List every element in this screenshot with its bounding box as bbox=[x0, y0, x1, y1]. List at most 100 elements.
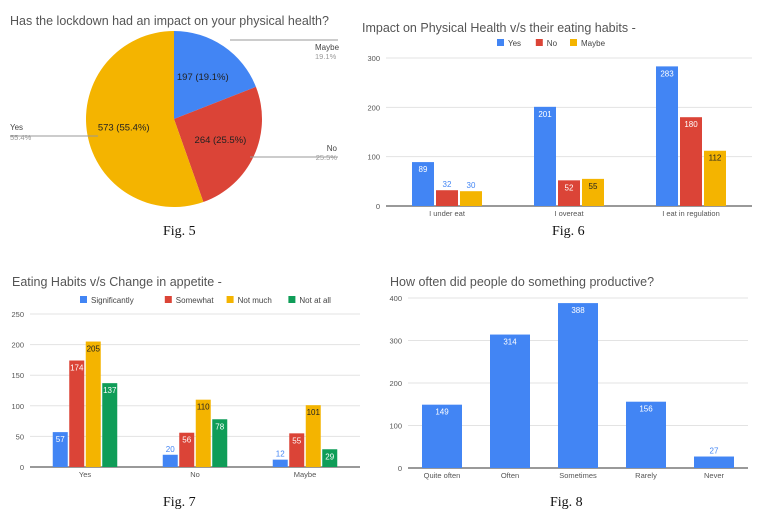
fig7-bar-chart: Eating Habits v/s Change in appetite - 0… bbox=[11, 275, 360, 479]
bar-data-label: 110 bbox=[197, 403, 210, 412]
bar bbox=[558, 303, 598, 468]
legend-label: No bbox=[547, 39, 558, 48]
bar-data-label: 314 bbox=[503, 338, 517, 347]
pie-slice-maybe bbox=[174, 31, 256, 119]
bar bbox=[289, 433, 305, 467]
pie-outer-label: No bbox=[327, 144, 338, 153]
pie-outer-label: Maybe bbox=[315, 43, 340, 52]
bar-data-label: 201 bbox=[538, 110, 552, 119]
y-tick-label: 100 bbox=[367, 153, 380, 162]
pie-title: Has the lockdown had an impact on your p… bbox=[10, 14, 329, 28]
pie-outer-percent: 25.5% bbox=[316, 153, 338, 162]
bar-data-label: 57 bbox=[56, 435, 65, 444]
fig5-panel: Has the lockdown had an impact on your p… bbox=[0, 0, 372, 222]
legend-label: Not at all bbox=[299, 296, 331, 305]
y-tick-label: 100 bbox=[389, 422, 402, 431]
x-tick-label: Never bbox=[704, 471, 725, 480]
bar bbox=[179, 432, 195, 467]
bar-data-label: 388 bbox=[571, 306, 585, 315]
pie-slice-value-label: 573 (55.4%) bbox=[98, 123, 150, 134]
y-tick-label: 250 bbox=[11, 310, 24, 319]
bar-data-label: 55 bbox=[589, 182, 598, 191]
legend-label: Somewhat bbox=[176, 296, 215, 305]
bar-data-label: 12 bbox=[276, 450, 285, 459]
legend-swatch bbox=[535, 39, 543, 46]
bar bbox=[195, 399, 211, 467]
bar bbox=[582, 178, 604, 206]
legend-swatch bbox=[164, 296, 172, 303]
x-tick-label: I under eat bbox=[429, 209, 466, 218]
bar-data-label: 101 bbox=[307, 408, 321, 417]
fig8-bar-chart: How often did people do something produc… bbox=[389, 275, 748, 480]
x-tick-label: Rarely bbox=[635, 471, 657, 480]
y-tick-label: 0 bbox=[20, 463, 24, 472]
bar-data-label: 137 bbox=[103, 386, 117, 395]
x-tick-label: Maybe bbox=[294, 470, 317, 479]
x-tick-label: Sometimes bbox=[559, 471, 597, 480]
bar-data-label: 55 bbox=[292, 436, 301, 445]
fig6-title: Impact on Physical Health v/s their eati… bbox=[362, 21, 636, 35]
pie-outer-label: Yes bbox=[10, 123, 23, 132]
bar bbox=[272, 459, 288, 467]
pie-chart: Has the lockdown had an impact on your p… bbox=[10, 14, 340, 208]
fig5-caption: Fig. 5 bbox=[163, 224, 196, 239]
bar bbox=[412, 162, 434, 206]
bar bbox=[52, 432, 68, 467]
bar-data-label: 149 bbox=[435, 408, 449, 417]
bar bbox=[656, 66, 678, 207]
y-tick-label: 300 bbox=[367, 54, 380, 63]
bar bbox=[212, 419, 228, 467]
bar bbox=[704, 150, 726, 206]
x-tick-label: Quite often bbox=[424, 471, 461, 480]
fig6-bar-chart: Impact on Physical Health v/s their eati… bbox=[362, 21, 752, 218]
fig7-title: Eating Habits v/s Change in appetite - bbox=[12, 275, 222, 289]
bar bbox=[558, 180, 580, 206]
bar bbox=[490, 334, 530, 468]
fig7-panel: Eating Habits v/s Change in appetite - 0… bbox=[0, 262, 372, 494]
fig6-caption: Fig. 6 bbox=[552, 224, 585, 239]
legend-swatch bbox=[570, 39, 577, 46]
fig8-panel: How often did people do something produc… bbox=[380, 262, 757, 494]
bar-data-label: 89 bbox=[419, 165, 428, 174]
legend-label: Significantly bbox=[91, 296, 134, 305]
y-tick-label: 200 bbox=[11, 341, 24, 350]
y-tick-label: 300 bbox=[389, 337, 402, 346]
bar bbox=[162, 454, 178, 467]
bar bbox=[322, 449, 338, 467]
y-tick-label: 100 bbox=[11, 402, 24, 411]
bar-data-label: 56 bbox=[182, 436, 191, 445]
bar-data-label: 112 bbox=[709, 154, 722, 163]
pie-outer-percent: 55.4% bbox=[10, 133, 32, 142]
x-tick-label: Often bbox=[501, 471, 519, 480]
fig8-title: How often did people do something produc… bbox=[390, 275, 654, 289]
x-tick-label: I eat in regulation bbox=[662, 209, 720, 218]
bar-data-label: 174 bbox=[70, 364, 84, 373]
bar bbox=[436, 190, 458, 206]
y-tick-label: 50 bbox=[16, 432, 24, 441]
bar bbox=[626, 401, 666, 468]
y-tick-label: 400 bbox=[389, 294, 402, 303]
x-tick-label: I overeat bbox=[554, 209, 584, 218]
bar bbox=[422, 404, 462, 468]
bar-data-label: 20 bbox=[166, 445, 175, 454]
legend-label: Yes bbox=[508, 39, 521, 48]
pie-outer-percent: 19.1% bbox=[315, 52, 337, 61]
bar-data-label: 29 bbox=[325, 452, 334, 461]
legend-swatch bbox=[497, 39, 504, 46]
bar-data-label: 32 bbox=[443, 180, 452, 189]
bar-data-label: 52 bbox=[565, 183, 574, 192]
bar bbox=[680, 117, 702, 206]
y-tick-label: 200 bbox=[367, 103, 380, 112]
bar bbox=[305, 405, 321, 467]
y-tick-label: 200 bbox=[389, 379, 402, 388]
legend-label: Maybe bbox=[581, 39, 606, 48]
bar-data-label: 27 bbox=[710, 447, 719, 456]
x-tick-label: No bbox=[190, 470, 200, 479]
bar bbox=[102, 383, 118, 467]
bar bbox=[85, 341, 101, 467]
bar bbox=[69, 360, 85, 467]
pie-slice-value-label: 197 (19.1%) bbox=[177, 72, 229, 83]
legend-swatch bbox=[80, 296, 87, 303]
fig8-caption: Fig. 8 bbox=[550, 495, 583, 510]
bar-data-label: 205 bbox=[87, 345, 101, 354]
